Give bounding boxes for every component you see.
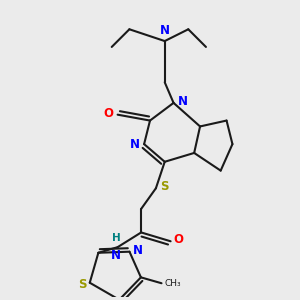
Text: H: H xyxy=(112,233,121,243)
Text: N: N xyxy=(160,24,170,37)
Text: S: S xyxy=(160,180,169,193)
Text: N: N xyxy=(111,249,121,262)
Text: O: O xyxy=(174,233,184,246)
Text: S: S xyxy=(78,278,87,291)
Text: N: N xyxy=(130,138,140,151)
Text: N: N xyxy=(132,244,142,257)
Text: O: O xyxy=(103,107,113,120)
Text: N: N xyxy=(178,95,188,108)
Text: CH₃: CH₃ xyxy=(164,279,181,288)
